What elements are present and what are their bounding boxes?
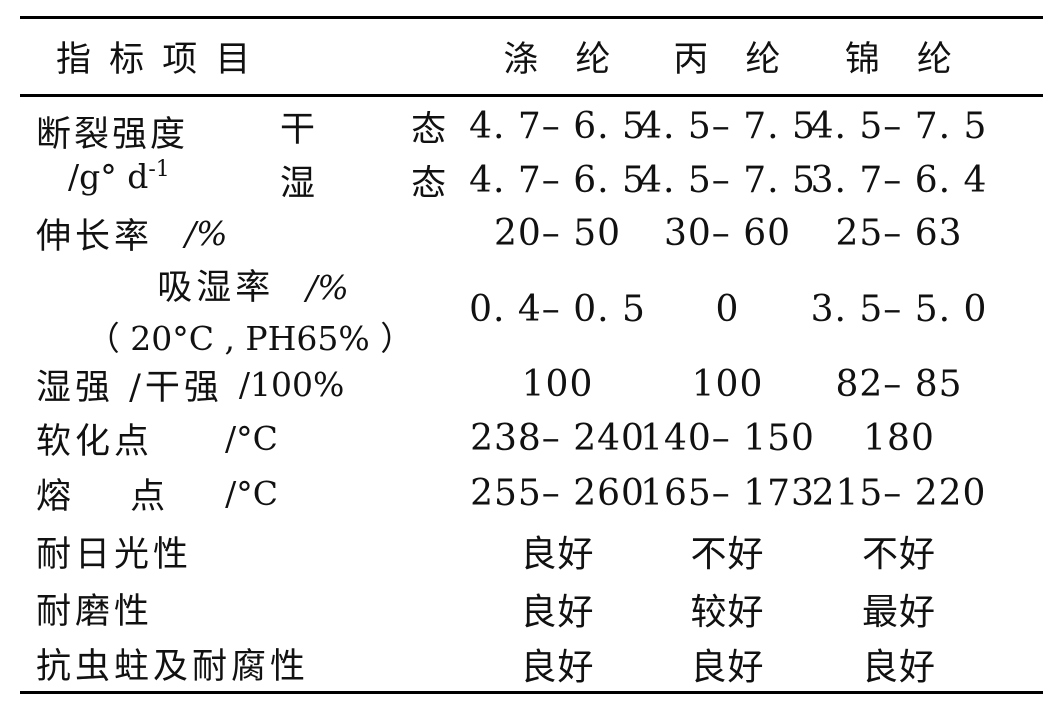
- cell-elongation-polypropylene: 30– 60: [663, 212, 792, 254]
- comparison-table: 指 标 项 目 涤 纶 丙 纶 锦 纶 断裂强度 /g° d-1 干 态 4. …: [20, 16, 1043, 694]
- header-col-polypropylene: 丙 纶: [673, 40, 782, 80]
- row-melting-point: 熔 点 /°C 255– 260 165– 173 215– 220: [20, 466, 1043, 521]
- cell-softening-polypropylene: 140– 150: [640, 417, 815, 459]
- wet-state-label: 湿 态: [280, 163, 447, 204]
- moisture-label-cell: 吸湿率 /% （ 20°C , PH65% ）: [20, 261, 470, 358]
- row-elongation: 伸长率 /% 20– 50 30– 60 25– 63: [20, 205, 1043, 261]
- table-top-rule: [20, 16, 1043, 19]
- elongation-unit: /%: [185, 213, 228, 253]
- cell-pest-nylon: 良好: [861, 646, 936, 688]
- subrow-wet: 湿 态 4. 7– 6. 5 4. 5– 7. 5 3. 7– 6. 4: [280, 155, 1043, 205]
- elongation-label-cell: 伸长率 /%: [20, 205, 470, 261]
- header-indicator-label: 指 标 项 目: [56, 40, 253, 80]
- cell-pest-polypropylene: 良好: [690, 646, 765, 688]
- breaking-strength-label: 断裂强度 /g° d-1: [20, 97, 280, 205]
- pest-label: 抗虫蛀及耐腐性: [36, 647, 310, 687]
- moisture-label: 吸湿率: [157, 268, 275, 308]
- wet-dry-unit: /100%: [238, 364, 345, 404]
- softening-label: 软化点: [36, 421, 154, 462]
- cell-sunlight-polyester: 良好: [520, 534, 595, 575]
- unit-base: /g° d: [68, 157, 149, 196]
- cell-dry-polypropylene: 4. 5– 7. 5: [639, 105, 816, 147]
- unit-exponent: -1: [148, 157, 170, 182]
- breaking-strength-name: 断裂强度: [36, 115, 189, 155]
- cell-pest-polyester: 良好: [520, 646, 595, 688]
- sunlight-label-cell: 耐日光性: [20, 521, 470, 581]
- row-pest-corrosion-resistance: 抗虫蛀及耐腐性 良好 良好 良好: [20, 636, 1043, 691]
- softening-label-cell: 软化点 /°C: [20, 410, 470, 466]
- cell-ratio-nylon: 82– 85: [835, 363, 963, 405]
- row-softening-point: 软化点 /°C 238– 240 140– 150 180: [20, 410, 1043, 466]
- cell-dry-nylon: 4. 5– 7. 5: [810, 105, 988, 147]
- cell-moisture-polypropylene: 0: [715, 289, 740, 330]
- cell-ratio-polypropylene: 100: [691, 363, 764, 405]
- header-col-nylon: 锦 纶: [844, 40, 954, 80]
- cell-ratio-polyester: 100: [521, 363, 594, 405]
- cell-sunlight-nylon: 不好: [861, 534, 936, 575]
- elongation-label: 伸长率: [36, 216, 154, 257]
- cell-elongation-nylon: 25– 63: [835, 212, 963, 254]
- cell-abrasion-polypropylene: 较好: [690, 591, 765, 633]
- row-breaking-strength: 断裂强度 /g° d-1 干 态 4. 7– 6. 5 4. 5– 7. 5 4…: [20, 97, 1043, 205]
- subrow-dry: 干 态 4. 7– 6. 5 4. 5– 7. 5 4. 5– 7. 5: [280, 97, 1043, 155]
- cell-sunlight-polypropylene: 不好: [690, 534, 765, 575]
- row-wet-dry-ratio: 湿强 /干强/100% 100 100 82– 85: [20, 358, 1043, 410]
- cell-wet-nylon: 3. 7– 6. 4: [810, 159, 988, 201]
- sunlight-label: 耐日光性: [36, 534, 193, 575]
- cell-melting-polypropylene: 165– 173: [640, 473, 815, 514]
- cell-wet-polyester: 4. 7– 6. 5: [469, 159, 646, 201]
- table-header-rule: [20, 94, 1043, 97]
- cell-softening-polyester: 238– 240: [470, 417, 645, 459]
- breaking-strength-subrows: 干 态 4. 7– 6. 5 4. 5– 7. 5 4. 5– 7. 5 湿 态…: [280, 97, 1043, 205]
- cell-moisture-polyester: 0. 4– 0. 5: [469, 289, 646, 330]
- cell-elongation-polyester: 20– 50: [493, 212, 622, 254]
- table-header-row: 指 标 项 目 涤 纶 丙 纶 锦 纶: [20, 19, 1043, 94]
- moisture-unit: /%: [306, 268, 349, 307]
- row-abrasion-resistance: 耐磨性 良好 较好 最好: [20, 581, 1043, 636]
- melting-label-cell: 熔 点 /°C: [20, 466, 470, 521]
- pest-label-cell: 抗虫蛀及耐腐性: [20, 636, 470, 691]
- abrasion-label-cell: 耐磨性: [20, 581, 470, 636]
- abrasion-label: 耐磨性: [36, 592, 154, 632]
- melting-unit: /°C: [225, 474, 279, 513]
- cell-melting-polyester: 255– 260: [470, 473, 645, 514]
- header-indicator-cell: 指 标 项 目: [20, 19, 470, 94]
- cell-wet-polypropylene: 4. 5– 7. 5: [639, 159, 816, 201]
- cell-dry-polyester: 4. 7– 6. 5: [469, 105, 646, 147]
- breaking-strength-unit: /g° d-1: [20, 157, 280, 196]
- melting-label: 熔 点: [36, 477, 170, 517]
- cell-abrasion-polyester: 良好: [520, 591, 595, 633]
- cell-abrasion-nylon: 最好: [861, 591, 936, 633]
- row-moisture-regain: 吸湿率 /% （ 20°C , PH65% ） 0. 4– 0. 5 0 3. 5…: [20, 261, 1043, 358]
- table-bottom-rule: [20, 691, 1043, 694]
- wet-dry-label: 湿强 /干强: [36, 367, 223, 408]
- cell-softening-nylon: 180: [863, 417, 935, 459]
- cell-melting-nylon: 215– 220: [811, 473, 987, 514]
- header-col-polyester: 涤 纶: [503, 40, 612, 80]
- wet-dry-label-cell: 湿强 /干强/100%: [20, 358, 470, 410]
- moisture-condition-note: （ 20°C , PH65% ）: [86, 319, 414, 358]
- moisture-label-line: 吸湿率 /%: [157, 259, 349, 310]
- softening-unit: /°C: [225, 418, 278, 458]
- row-sunlight-resistance: 耐日光性 良好 不好 不好: [20, 521, 1043, 581]
- cell-moisture-nylon: 3. 5– 5. 0: [810, 289, 988, 330]
- dry-state-label: 干 态: [280, 109, 447, 150]
